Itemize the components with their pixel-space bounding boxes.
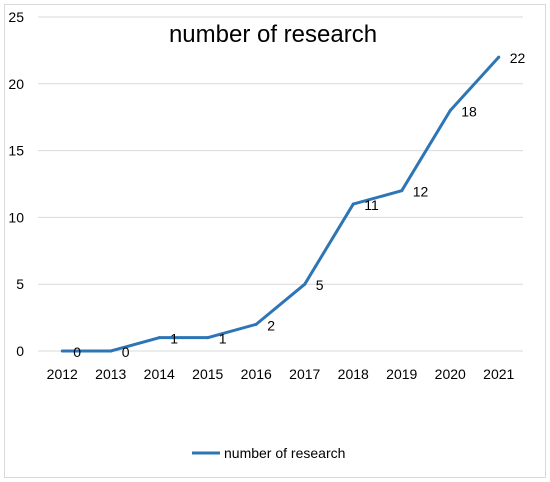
- x-tick-label: 2021: [483, 366, 514, 382]
- gridlines: [38, 16, 523, 352]
- data-label: 2: [267, 317, 275, 333]
- y-tick-label: 15: [8, 143, 24, 159]
- x-tick-label: 2012: [47, 366, 78, 382]
- x-tick-label: 2013: [95, 366, 126, 382]
- y-tick-label: 10: [8, 209, 24, 225]
- data-label: 11: [364, 197, 379, 213]
- x-tick-label: 2019: [386, 366, 417, 382]
- y-axis-ticks: 0 5 10 15 20 25: [8, 9, 24, 359]
- data-point[interactable]: [206, 336, 210, 340]
- data-point[interactable]: [303, 282, 307, 286]
- x-tick-label: 2020: [435, 366, 466, 382]
- data-point[interactable]: [254, 322, 258, 326]
- chart-frame: [4, 4, 546, 478]
- series-group: [60, 55, 501, 353]
- data-point[interactable]: [448, 109, 452, 113]
- data-point[interactable]: [109, 349, 113, 353]
- y-tick-label: 20: [8, 76, 24, 92]
- x-tick-label: 2018: [338, 366, 369, 382]
- x-tick-label: 2017: [289, 366, 320, 382]
- x-tick-label: 2014: [144, 366, 175, 382]
- x-tick-label: 2016: [241, 366, 272, 382]
- y-tick-label: 0: [16, 343, 24, 359]
- chart-title: number of research: [169, 21, 377, 48]
- data-label: 0: [73, 344, 81, 360]
- legend[interactable]: number of research: [192, 445, 345, 461]
- data-point[interactable]: [497, 55, 501, 59]
- data-label: 0: [122, 344, 130, 360]
- data-point[interactable]: [60, 349, 64, 353]
- data-label: 5: [316, 277, 324, 293]
- legend-label: number of research: [224, 445, 345, 461]
- x-tick-label: 2015: [192, 366, 223, 382]
- y-tick-label: 5: [16, 276, 24, 292]
- data-point[interactable]: [400, 189, 404, 193]
- data-label: 22: [510, 50, 526, 66]
- data-point[interactable]: [157, 336, 161, 340]
- data-label: 12: [413, 184, 429, 200]
- data-label: 1: [170, 331, 178, 347]
- y-tick-label: 25: [8, 9, 24, 25]
- series-line[interactable]: [62, 56, 500, 353]
- data-point[interactable]: [351, 202, 355, 206]
- x-axis-ticks: 2012 2013 2014 2015 2016 2017 2018 2019 2020 2021: [47, 366, 515, 382]
- data-label: 18: [461, 104, 477, 120]
- data-label: 1: [219, 331, 227, 347]
